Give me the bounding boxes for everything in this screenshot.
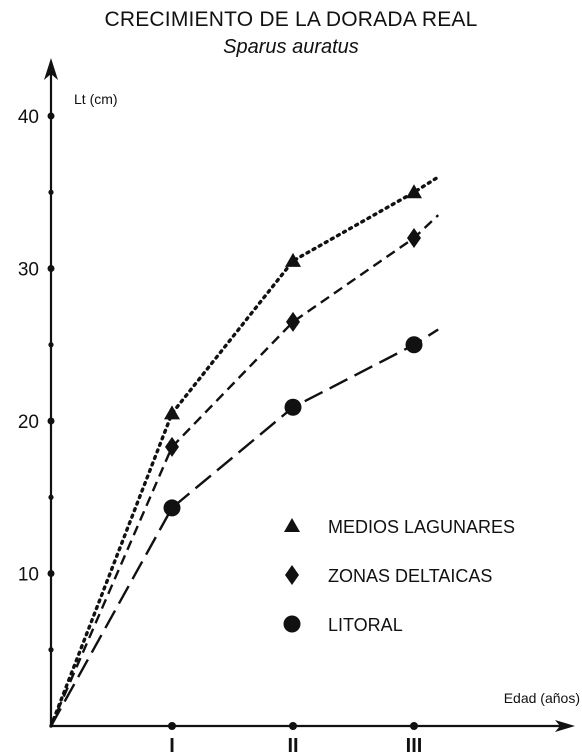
series-zonas-deltaicas <box>49 214 440 727</box>
y-tick-mark <box>48 189 54 195</box>
y-tick-mark <box>47 265 55 272</box>
chart-title: CRECIMIENTO DE LA DORADA REAL <box>104 8 478 31</box>
y-tick-label: 20 <box>18 412 39 433</box>
y-tick-mark <box>48 494 54 500</box>
y-tick-label: 10 <box>18 565 39 586</box>
series-medios-lagunares <box>49 175 440 728</box>
x-tick-mark <box>410 722 418 730</box>
data-point <box>406 184 422 199</box>
legend-label: ZONAS DELTAICAS <box>328 566 492 586</box>
data-point <box>164 405 180 420</box>
series-litoral <box>49 328 439 727</box>
legend-triangle-icon <box>284 518 300 532</box>
x-tick-label: I <box>169 735 175 755</box>
series-line <box>49 214 440 727</box>
y-tick-label: 30 <box>18 260 39 281</box>
data-point <box>285 252 301 267</box>
y-tick-label: 40 <box>18 107 39 128</box>
data-point <box>407 228 421 248</box>
y-tick-mark <box>47 112 55 120</box>
y-axis-arrow-icon <box>44 58 58 80</box>
y-tick-mark <box>47 417 55 425</box>
x-tick-mark <box>289 722 297 730</box>
chart-subtitle: Sparus auratus <box>223 36 359 58</box>
legend: MEDIOS LAGUNARES ZONAS DELTAICAS LITORAL <box>283 517 515 635</box>
legend-circle-icon <box>283 615 301 633</box>
y-tick-mark <box>48 647 54 653</box>
y-tick-mark <box>47 570 55 577</box>
legend-label: LITORAL <box>328 615 403 635</box>
legend-label: MEDIOS LAGUNARES <box>328 517 515 537</box>
y-axis-label: Lt (cm) <box>74 91 118 107</box>
series-layer <box>49 175 440 728</box>
y-tick-mark <box>48 342 54 348</box>
data-point <box>286 311 300 332</box>
x-tick-label: III <box>406 735 423 755</box>
data-point <box>163 499 181 517</box>
data-point <box>405 336 423 354</box>
series-line <box>49 175 440 728</box>
x-axis-arrow-icon <box>555 720 575 732</box>
x-tick-mark <box>168 722 176 730</box>
data-point <box>284 398 302 416</box>
x-axis-label: Edad (años) <box>504 690 580 706</box>
x-tick-label: II <box>287 735 298 755</box>
data-point <box>165 436 179 457</box>
legend-diamond-icon <box>285 565 299 585</box>
